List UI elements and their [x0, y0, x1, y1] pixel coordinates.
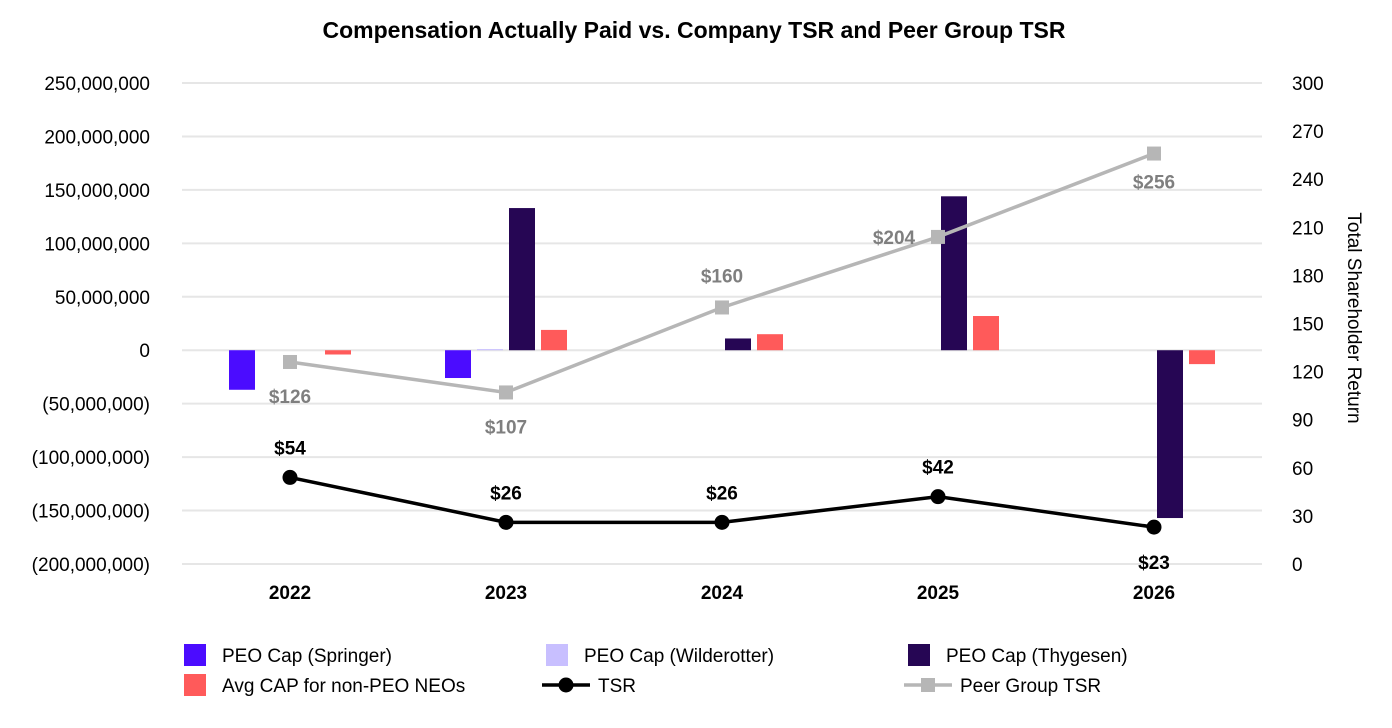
- legend-swatch: [184, 674, 206, 696]
- point: [1147, 146, 1161, 161]
- left-tick-label: 50,000,000: [55, 288, 150, 309]
- chart-title: Compensation Actually Paid vs. Company T…: [323, 17, 1066, 43]
- legend-label: Peer Group TSR: [960, 676, 1101, 697]
- left-axis-ticks: 250,000,000 200,000,000 150,000,000 100,000…: [32, 74, 150, 576]
- x-tick-label: 2025: [917, 583, 960, 604]
- point: [283, 354, 297, 369]
- left-tick-label: (50,000,000): [42, 395, 150, 416]
- legend-label: Avg CAP for non-PEO NEOs: [222, 676, 465, 697]
- x-axis-ticks: 2022 2023 2024 2025 2026: [269, 583, 1175, 604]
- right-axis-title: Total Shareholder Return: [1343, 212, 1364, 423]
- right-tick-label: 300: [1292, 74, 1324, 95]
- data-label: $26: [490, 483, 522, 504]
- data-label: $204: [873, 228, 916, 249]
- legend: PEO Cap (Springer) PEO Cap (Wilderotter) P…: [184, 644, 1128, 697]
- legend-swatch: [908, 644, 930, 666]
- bar: [477, 349, 503, 351]
- point: [930, 489, 946, 505]
- data-label: $26: [706, 483, 738, 504]
- x-tick-label: 2024: [701, 583, 744, 604]
- left-tick-label: 100,000,000: [44, 234, 150, 255]
- legend-swatch-marker: [921, 678, 935, 692]
- left-tick-label: (200,000,000): [32, 555, 150, 576]
- data-label: $107: [485, 417, 527, 438]
- right-tick-label: 90: [1292, 411, 1313, 432]
- legend-swatch: [546, 644, 568, 666]
- right-tick-label: 0: [1292, 555, 1303, 576]
- x-tick-label: 2023: [485, 583, 527, 604]
- data-label: $23: [1138, 553, 1170, 574]
- legend-label: PEO Cap (Thygesen): [946, 646, 1128, 667]
- point: [498, 514, 514, 530]
- legend-label: TSR: [598, 676, 636, 697]
- point: [282, 469, 298, 485]
- legend-swatch-marker: [558, 677, 574, 693]
- right-tick-label: 60: [1292, 459, 1313, 480]
- bar: [725, 338, 751, 351]
- bar: [757, 334, 783, 351]
- legend-label: PEO Cap (Springer): [222, 646, 392, 667]
- bar: [445, 350, 471, 379]
- bar: [325, 350, 351, 355]
- bar: [229, 350, 255, 390]
- left-tick-label: (100,000,000): [32, 448, 150, 469]
- data-label: $256: [1133, 173, 1175, 194]
- bar: [509, 208, 535, 351]
- right-tick-label: 30: [1292, 507, 1313, 528]
- x-tick-label: 2022: [269, 583, 311, 604]
- left-tick-label: (150,000,000): [32, 502, 150, 523]
- point: [499, 385, 513, 400]
- bar: [1157, 350, 1183, 519]
- left-tick-label: 200,000,000: [44, 127, 150, 148]
- bars: [229, 196, 1215, 519]
- point: [715, 300, 729, 315]
- point: [714, 514, 730, 530]
- point: [931, 229, 945, 244]
- bar: [973, 316, 999, 351]
- lines: $54 $26 $26 $42 $23 $126 $107 $160 $204 $256: [269, 146, 1175, 574]
- bar: [1189, 350, 1215, 365]
- right-tick-label: 150: [1292, 315, 1324, 336]
- legend-swatch: [184, 644, 206, 666]
- gridlines: [182, 82, 1262, 565]
- left-tick-label: 150,000,000: [44, 181, 150, 202]
- point: [1146, 519, 1162, 535]
- bar: [941, 196, 967, 351]
- bar: [541, 329, 567, 351]
- right-tick-label: 240: [1292, 170, 1324, 191]
- legend-label: PEO Cap (Wilderotter): [584, 646, 774, 667]
- right-tick-label: 120: [1292, 363, 1324, 384]
- x-tick-label: 2026: [1133, 583, 1175, 604]
- data-label: $126: [269, 387, 311, 408]
- data-label: $42: [922, 458, 954, 479]
- right-tick-label: 180: [1292, 266, 1324, 287]
- right-tick-label: 270: [1292, 122, 1324, 143]
- left-tick-label: 0: [139, 341, 150, 362]
- right-tick-label: 210: [1292, 218, 1324, 239]
- data-label: $160: [701, 266, 743, 287]
- left-tick-label: 250,000,000: [44, 74, 150, 95]
- data-label: $54: [274, 438, 306, 459]
